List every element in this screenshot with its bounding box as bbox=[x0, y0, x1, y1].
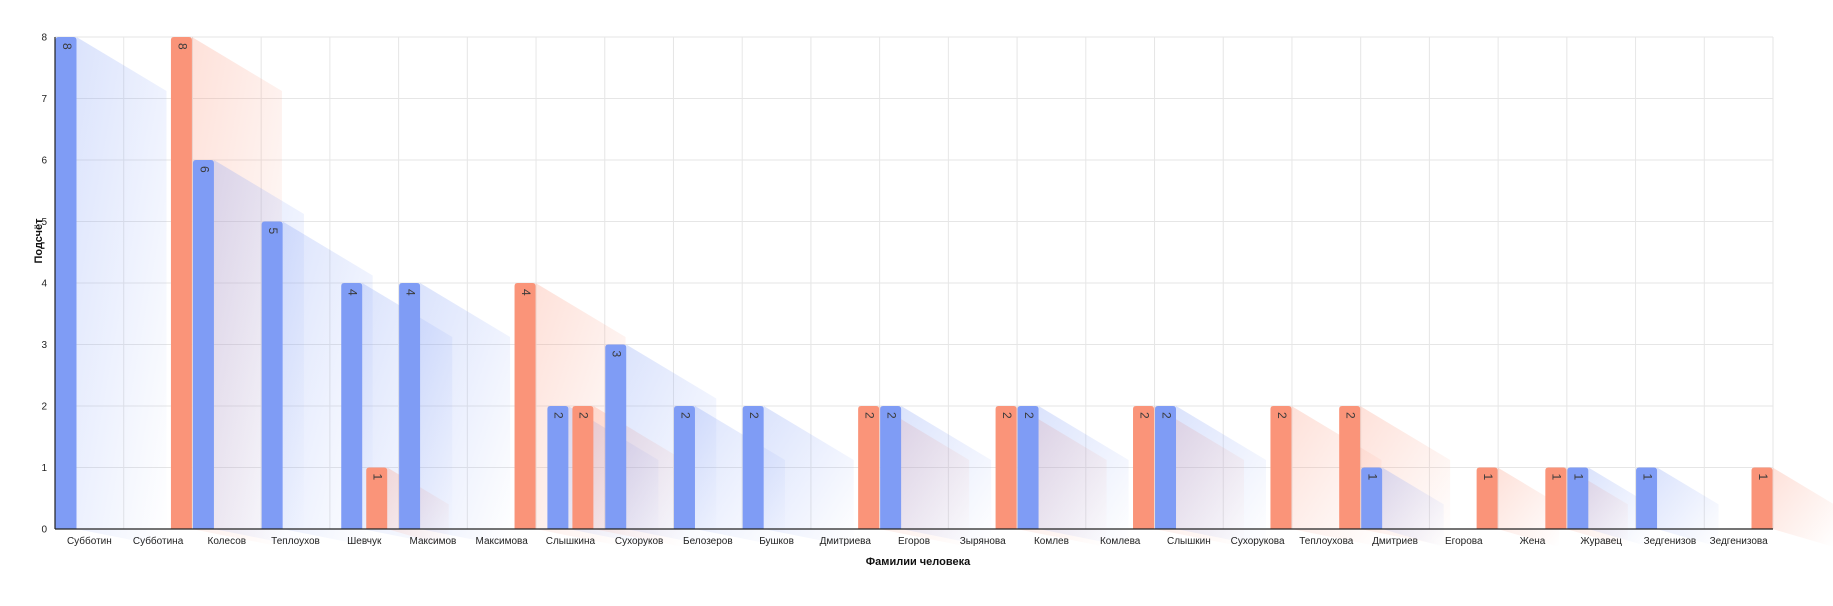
x-tick-label: Журавец bbox=[1580, 536, 1622, 547]
data-label: 2 bbox=[1000, 412, 1014, 419]
x-tick-label: Егорова bbox=[1445, 536, 1483, 547]
bar-female bbox=[572, 406, 593, 529]
data-label: 1 bbox=[371, 474, 385, 481]
x-axis-title: Фамилии человека bbox=[866, 556, 971, 568]
x-tick-label: Зырянова bbox=[960, 536, 1006, 547]
x-tick-label: Зедгенизова bbox=[1710, 536, 1769, 547]
x-tick-label: Комлев bbox=[1034, 536, 1069, 547]
bar-male bbox=[56, 37, 77, 529]
data-label: 1 bbox=[1756, 474, 1770, 481]
x-tick-label: Теплоухова bbox=[1299, 536, 1354, 547]
data-label: 2 bbox=[552, 412, 566, 419]
data-label: 6 bbox=[197, 166, 211, 173]
x-tick-label: Слышкин bbox=[1167, 536, 1211, 547]
x-tick-label: Комлева bbox=[1100, 536, 1141, 547]
bar-male bbox=[399, 283, 420, 529]
data-label: 4 bbox=[519, 289, 533, 296]
bar-female bbox=[1133, 406, 1154, 529]
x-tick-label: Сухорукова bbox=[1231, 536, 1285, 547]
bar-male bbox=[1018, 406, 1039, 529]
bar-male bbox=[880, 406, 901, 529]
x-tick-label: Теплоухов bbox=[271, 536, 320, 547]
data-label: 2 bbox=[577, 412, 591, 419]
x-tick-label: Дмитриева bbox=[820, 536, 872, 547]
bar-female bbox=[171, 37, 192, 529]
data-label: 2 bbox=[1137, 412, 1151, 419]
bar-male bbox=[547, 406, 568, 529]
y-tick-label: 1 bbox=[41, 463, 47, 474]
data-label: 2 bbox=[1022, 412, 1036, 419]
data-label: 8 bbox=[175, 43, 189, 50]
data-label: 1 bbox=[1550, 474, 1564, 481]
bar-female bbox=[515, 283, 536, 529]
data-label: 1 bbox=[1366, 474, 1380, 481]
bar-shadow bbox=[901, 406, 991, 547]
bar-female bbox=[858, 406, 879, 529]
bar-shadow bbox=[77, 37, 167, 547]
data-label: 4 bbox=[403, 289, 417, 296]
bar-male bbox=[341, 283, 362, 529]
y-tick-label: 7 bbox=[41, 94, 47, 105]
x-tick-label: Шевчук bbox=[347, 536, 382, 547]
bar-male bbox=[1155, 406, 1176, 529]
x-tick-label: Сухоруков bbox=[615, 536, 663, 547]
data-label: 1 bbox=[1572, 474, 1586, 481]
x-tick-label: Субботина bbox=[133, 535, 184, 547]
x-tick-label: Дмитриев bbox=[1372, 536, 1418, 547]
data-label: 3 bbox=[610, 351, 624, 358]
bar-shadow bbox=[1039, 406, 1129, 547]
data-label: 1 bbox=[1481, 474, 1495, 481]
data-label: 2 bbox=[1344, 412, 1358, 419]
bar-female bbox=[996, 406, 1017, 529]
bar-male bbox=[674, 406, 695, 529]
bar-shadow bbox=[1176, 406, 1266, 547]
x-tick-label: Слышкина bbox=[546, 536, 596, 547]
bar-male bbox=[193, 160, 214, 529]
x-tick-label: Жена bbox=[1520, 536, 1546, 547]
x-tick-label: Бушков bbox=[759, 536, 794, 547]
x-tick-label: Субботин bbox=[67, 535, 112, 547]
x-tick-label: Белозеров bbox=[683, 536, 733, 547]
data-label: 4 bbox=[346, 289, 360, 296]
x-tick-label: Колесов bbox=[208, 536, 247, 547]
data-label: 2 bbox=[747, 412, 761, 419]
data-label: 8 bbox=[60, 43, 74, 50]
data-label: 1 bbox=[1640, 474, 1654, 481]
y-tick-label: 0 bbox=[41, 525, 47, 536]
bar-shadow bbox=[764, 406, 854, 547]
data-label: 2 bbox=[862, 412, 876, 419]
data-label: 5 bbox=[266, 228, 280, 235]
x-tick-label: Максимов bbox=[410, 536, 457, 547]
bar-male bbox=[262, 222, 283, 530]
y-tick-label: 4 bbox=[41, 279, 47, 290]
bar-female bbox=[1339, 406, 1360, 529]
y-tick-label: 3 bbox=[41, 340, 47, 351]
y-tick-label: 8 bbox=[41, 33, 47, 44]
data-label: 2 bbox=[1275, 412, 1289, 419]
y-tick-label: 2 bbox=[41, 402, 47, 413]
x-tick-label: Зедгенизов bbox=[1644, 536, 1697, 547]
bar-shadow bbox=[420, 283, 510, 547]
bar-male bbox=[743, 406, 764, 529]
data-label: 2 bbox=[1159, 412, 1173, 419]
y-axis-title: Подсчёт bbox=[33, 218, 45, 264]
x-tick-label: Егоров bbox=[898, 536, 930, 547]
y-tick-label: 6 bbox=[41, 156, 47, 167]
bar-female bbox=[1270, 406, 1291, 529]
x-tick-label: Максимова bbox=[476, 536, 529, 547]
data-label: 2 bbox=[678, 412, 692, 419]
bar-male bbox=[605, 345, 626, 530]
bar-shadow bbox=[1773, 468, 1833, 548]
data-label: 2 bbox=[884, 412, 898, 419]
